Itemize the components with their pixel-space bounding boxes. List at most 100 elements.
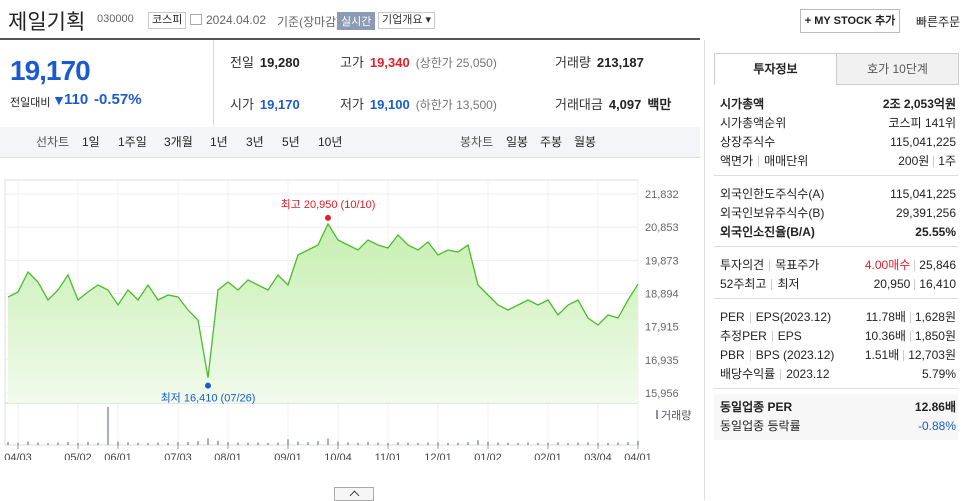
- row-label: 외국인소진율(B/A): [720, 225, 815, 239]
- info-row: 시가총액순위 코스피 141위: [720, 114, 956, 133]
- volume-bar: [77, 442, 79, 445]
- period-tab[interactable]: 1일: [82, 135, 100, 149]
- row-value: 5.79%: [921, 367, 956, 381]
- group-divider: [714, 388, 958, 389]
- cell-value: 213,187: [596, 55, 644, 70]
- x-tick-label: 02/01: [534, 452, 562, 460]
- cell-label: 거래대금: [555, 97, 603, 112]
- row-value: 115,041,225: [890, 135, 956, 149]
- change-label: 전일대비: [10, 97, 51, 109]
- x-tick-label: 07/03: [164, 452, 192, 460]
- x-tick-label: 01/02: [474, 452, 502, 460]
- row-label: 시가총액: [720, 97, 765, 111]
- row-values: 115,041,225: [886, 133, 956, 152]
- volume-bar: [227, 442, 229, 445]
- x-tick-label: 10/04: [324, 452, 352, 460]
- volume-bar: [367, 441, 369, 445]
- volume-bar: [427, 442, 429, 445]
- row-label: EPS: [771, 330, 807, 342]
- x-tick-label: 09/01: [274, 452, 302, 460]
- volume-bar: [217, 440, 219, 445]
- mystock-button[interactable]: + MY STOCK 추가: [800, 9, 900, 33]
- info-tab[interactable]: 투자정보: [714, 53, 837, 85]
- volume-bar: [207, 438, 209, 445]
- row-value: 25,846: [914, 259, 956, 271]
- date: 2024.04.02: [206, 13, 267, 27]
- cell-label: 저가: [340, 97, 364, 112]
- row-values: 5.79%: [918, 365, 956, 384]
- x-tick-label: 06/01: [104, 452, 132, 460]
- period-tab[interactable]: 10년: [318, 135, 343, 149]
- volume-bar: [357, 442, 359, 445]
- row-values: 10.36배 1,850원: [861, 327, 956, 346]
- period-tab[interactable]: 월봉: [574, 135, 597, 149]
- info-tab[interactable]: 호가 10단계: [836, 53, 959, 85]
- volume-bar: [257, 442, 259, 445]
- info-row: 외국인보유주식수(B) 29,391,256: [720, 204, 956, 223]
- cell-value: 19,280: [259, 55, 300, 70]
- row-values: 20,950 16,410: [870, 275, 956, 294]
- cell-label: 전일: [230, 55, 254, 70]
- period-tab[interactable]: 주봉: [540, 135, 563, 149]
- row-value: 115,041,225: [890, 187, 956, 201]
- volume-bar: [147, 443, 149, 445]
- x-tick-label: 03/04: [584, 452, 612, 460]
- volume-bar: [117, 441, 119, 445]
- volume-bar: [277, 442, 279, 445]
- divider: [704, 40, 705, 500]
- volume-bar: [407, 442, 409, 445]
- row-value: 20,950: [873, 277, 911, 291]
- basis: 기준(장마감): [277, 15, 341, 29]
- period-tab[interactable]: 3개월: [164, 135, 193, 149]
- volume-bar: [517, 443, 519, 445]
- cell-value: 19,170: [259, 97, 300, 112]
- x-tick-label: 04/01: [624, 452, 652, 460]
- info-row: 동일업종 등락률 -0.88%: [720, 417, 956, 436]
- volume-bar: [57, 442, 59, 445]
- legend-label: 거래량: [661, 409, 691, 422]
- row-values: 11.78배 1,628원: [862, 308, 956, 327]
- volume-bar: [497, 442, 499, 445]
- volume-bar: [607, 442, 609, 445]
- period-tab[interactable]: 1주일: [118, 135, 147, 149]
- info-row: PBR BPS (2023.12) 1.51배 12,703원: [720, 346, 956, 365]
- period-tab[interactable]: 5년: [282, 135, 300, 149]
- volume-bar: [627, 442, 629, 445]
- y-tick-label: 18,894: [645, 289, 679, 301]
- stock-name: 제일기획: [8, 11, 86, 34]
- x-tick-label: 04/03: [4, 452, 32, 460]
- period-tab[interactable]: 1년: [210, 135, 228, 149]
- chevron: [349, 490, 359, 501]
- volume-bar: [587, 442, 589, 445]
- volume-bar: [127, 442, 129, 445]
- quote-cell: 고가 19,340 (상한가 25,050): [340, 53, 503, 73]
- row-values: 200원 1주: [894, 152, 956, 171]
- period-tab[interactable]: 일봉: [506, 135, 529, 149]
- expand-button[interactable]: [334, 487, 374, 501]
- volume-bar: [577, 442, 579, 445]
- row-label: EPS(2023.12): [749, 311, 836, 323]
- volume-bar: [157, 442, 159, 445]
- row-label: 동일업종 PER: [720, 400, 793, 414]
- price-area: [8, 223, 638, 403]
- quick-order[interactable]: 빠른주문: [916, 15, 961, 29]
- quote-cell: 전일 19,280: [230, 53, 306, 73]
- x-tick-label: 12/01: [424, 452, 452, 460]
- volume-bar: [377, 442, 379, 445]
- cell-label: 거래량: [555, 55, 591, 70]
- period-tab[interactable]: 3년: [246, 135, 264, 149]
- row-label: 매매단위: [758, 155, 813, 167]
- cell-extra: 백만: [647, 97, 672, 112]
- row-value: 1주: [933, 155, 956, 167]
- row-label: 상장주식수: [720, 135, 776, 149]
- volume-bar: [597, 442, 599, 445]
- row-label: 동일업종 등락률: [720, 419, 801, 433]
- quote-cell: 저가 19,100 (하한가 13,500): [340, 95, 503, 115]
- high-annotation: 최고 20,950 (10/10): [281, 198, 376, 211]
- overview-button[interactable]: 기업개요 ▾: [378, 12, 436, 29]
- row-values: 29,391,256: [892, 204, 956, 223]
- period-label: 봉차트: [460, 135, 494, 149]
- volume-bar: [247, 442, 249, 445]
- row-value: 200원: [898, 154, 930, 168]
- y-tick-label: 15,956: [645, 388, 679, 400]
